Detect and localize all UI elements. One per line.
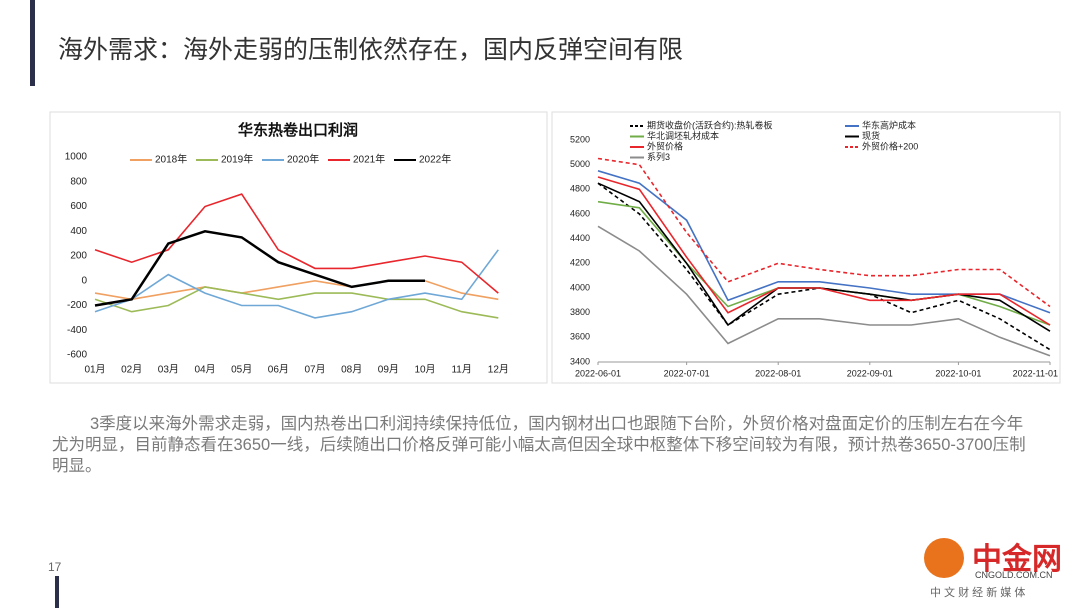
y-tick-label: 4200 [570, 258, 590, 268]
series-line [94, 230, 425, 307]
x-tick-label: 03月 [158, 364, 179, 376]
legend-label: 2019年 [221, 153, 253, 166]
y-tick-label: 4000 [570, 282, 590, 292]
y-tick-label: 600 [70, 201, 87, 212]
x-tick-label: 08月 [341, 364, 362, 376]
legend-label: 期货收盘价(活跃合约):热轧卷板 [647, 119, 773, 130]
y-tick-label: 3600 [570, 332, 590, 342]
legend-label: 2021年 [353, 153, 385, 166]
x-tick-label: 10月 [414, 364, 435, 376]
series-line [94, 286, 499, 319]
y-tick-label: 800 [70, 176, 87, 187]
y-tick-label: 1000 [65, 152, 88, 163]
series-line [597, 176, 1051, 326]
x-tick-label: 05月 [231, 364, 252, 376]
page-number: 17 [48, 560, 62, 574]
footer-bar [55, 576, 59, 608]
y-tick-label: 0 [81, 275, 87, 286]
x-tick-label: 2022-09-01 [847, 368, 893, 378]
y-tick-label: -400 [67, 325, 87, 336]
series-line [597, 225, 1051, 357]
series-line [94, 279, 499, 301]
chart-title: 华东热卷出口利润 [238, 121, 358, 139]
y-tick-label: 200 [70, 251, 87, 262]
legend-label: 外贸价格+200 [862, 140, 918, 151]
chart-frame [49, 111, 548, 384]
x-tick-label: 07月 [304, 364, 325, 376]
legend-label: 2020年 [287, 153, 319, 166]
y-tick-label: -600 [67, 350, 87, 361]
legend-label: 2018年 [155, 153, 187, 166]
y-tick-label: 400 [70, 226, 87, 237]
legend-label: 外贸价格 [647, 140, 683, 151]
y-tick-label: 3800 [570, 307, 590, 317]
charts: 华东热卷出口利润 -600 -400 -200 0 200 400 600 800 1000 01… [49, 111, 1061, 384]
legend-label: 华东高炉成本 [862, 119, 916, 130]
legend-label: 现货 [862, 130, 880, 141]
legend-label: 2022年 [419, 153, 451, 166]
logo-slogan: 中 文 财 经 新 媒 体 [930, 587, 1026, 599]
title-bar [30, 0, 35, 86]
y-tick-label: -200 [67, 300, 87, 311]
slide-title: 海外需求：海外走弱的压制依然存在，国内反弹空间有限 [58, 36, 684, 64]
series-line [597, 157, 1051, 308]
y-tick-label: 4600 [570, 208, 590, 218]
x-tick-label: 06月 [268, 364, 289, 376]
body-text: 3季度以来海外需求走弱，国内热卷出口利润持续保持低位，国内钢材出口也跟随下台阶，… [52, 415, 1026, 475]
x-tick-label: 2022-08-01 [755, 368, 801, 378]
y-tick-label: 4800 [570, 184, 590, 194]
legend-label: 华北调坯轧材成本 [647, 130, 719, 141]
x-tick-label: 02月 [121, 364, 142, 376]
x-tick-label: 2022-11-01 [1013, 368, 1058, 378]
series-line [94, 249, 499, 319]
x-tick-label: 09月 [378, 364, 399, 376]
y-tick-label: 5200 [570, 134, 590, 144]
x-tick-label: 01月 [84, 364, 105, 376]
legend-label: 系列3 [647, 151, 670, 162]
x-tick-label: 2022-10-01 [935, 368, 981, 378]
y-tick-label: 3400 [570, 356, 590, 366]
logo: 中金网 [972, 543, 1062, 576]
x-tick-label: 12月 [488, 364, 509, 376]
x-tick-label: 04月 [194, 364, 215, 376]
x-tick-label: 11月 [451, 364, 471, 376]
y-tick-label: 4400 [570, 233, 590, 243]
x-tick-label: 2022-06-01 [575, 368, 621, 378]
chart-frame [551, 111, 1061, 384]
x-tick-label: 2022-07-01 [664, 368, 710, 378]
y-tick-label: 5000 [570, 159, 590, 169]
logo-url: CNGOLD.COM.CN [975, 570, 1053, 580]
logo-icon [924, 538, 964, 578]
